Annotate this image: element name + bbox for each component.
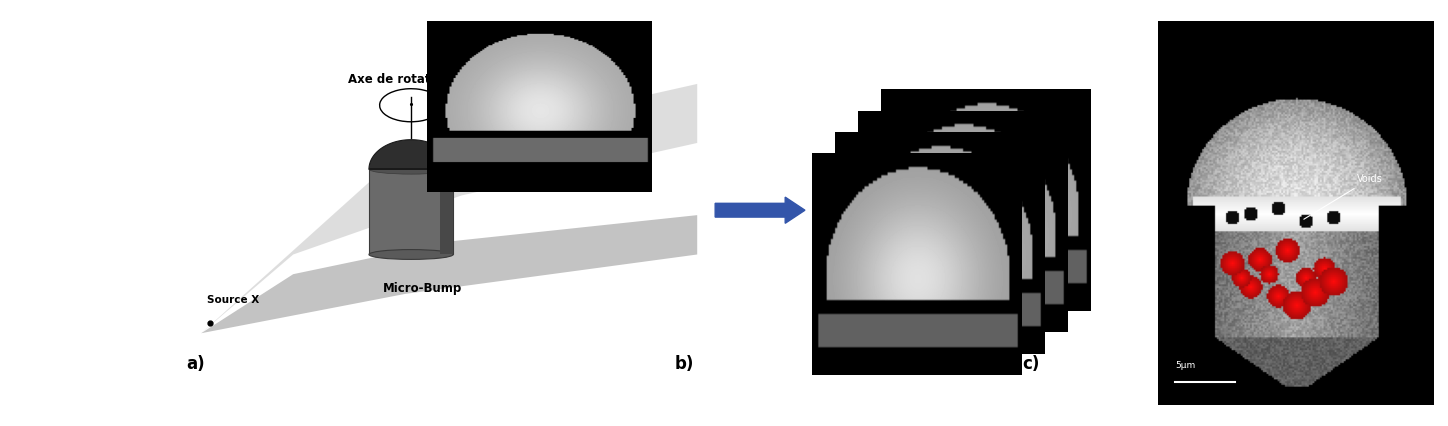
Ellipse shape	[369, 164, 453, 174]
Text: b): b)	[675, 354, 694, 373]
Text: Voids: Voids	[1303, 174, 1383, 219]
Text: a): a)	[187, 354, 206, 373]
Text: Axe de rotation: Axe de rotation	[349, 72, 452, 86]
Polygon shape	[201, 215, 698, 333]
Polygon shape	[201, 84, 698, 333]
Polygon shape	[440, 169, 453, 254]
FancyArrow shape	[715, 197, 805, 223]
Polygon shape	[369, 169, 453, 254]
Ellipse shape	[369, 250, 453, 259]
Text: c): c)	[1022, 354, 1040, 373]
Text: Micro-Bump: Micro-Bump	[382, 282, 462, 295]
Text: Radiographie: Radiographie	[543, 48, 637, 61]
Text: Source X: Source X	[207, 295, 259, 305]
Text: Radiographie: Radiographie	[552, 46, 646, 59]
Text: 5μm: 5μm	[1174, 361, 1195, 370]
FancyArrow shape	[1174, 197, 1258, 223]
Polygon shape	[369, 140, 453, 169]
